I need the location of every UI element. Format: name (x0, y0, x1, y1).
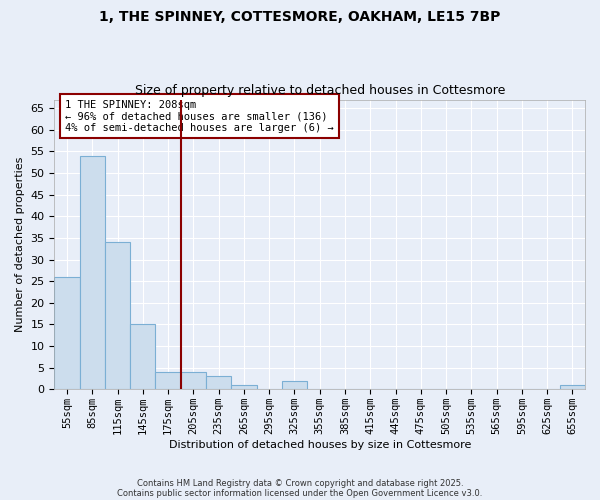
Bar (130, 324, 155, 390)
X-axis label: Distribution of detached houses by size in Cottesmore: Distribution of detached houses by size … (169, 440, 471, 450)
Bar (282, 380, 307, 390)
Bar (181, 372, 206, 390)
Title: Size of property relative to detached houses in Cottesmore: Size of property relative to detached ho… (134, 84, 505, 97)
Bar (55, 277, 80, 390)
Bar (560, 385, 585, 390)
Bar (105, 242, 130, 390)
Text: Contains HM Land Registry data © Crown copyright and database right 2025.: Contains HM Land Registry data © Crown c… (137, 478, 463, 488)
Text: 1, THE SPINNEY, COTTESMORE, OAKHAM, LE15 7BP: 1, THE SPINNEY, COTTESMORE, OAKHAM, LE15… (100, 10, 500, 24)
Bar (155, 372, 181, 390)
Text: 1 THE SPINNEY: 208sqm
← 96% of detached houses are smaller (136)
4% of semi-deta: 1 THE SPINNEY: 208sqm ← 96% of detached … (65, 100, 334, 133)
Bar (206, 376, 231, 390)
Y-axis label: Number of detached properties: Number of detached properties (15, 156, 25, 332)
Bar (231, 385, 257, 390)
Bar (80, 156, 105, 390)
Text: Contains public sector information licensed under the Open Government Licence v3: Contains public sector information licen… (118, 488, 482, 498)
